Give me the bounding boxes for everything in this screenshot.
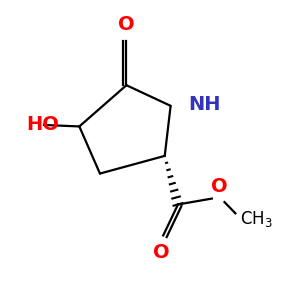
Text: O: O	[118, 15, 135, 34]
Text: O: O	[154, 243, 170, 262]
Text: CH$_3$: CH$_3$	[240, 209, 273, 229]
Text: O: O	[211, 177, 227, 196]
Text: HO: HO	[26, 116, 59, 134]
Text: NH: NH	[188, 95, 221, 114]
